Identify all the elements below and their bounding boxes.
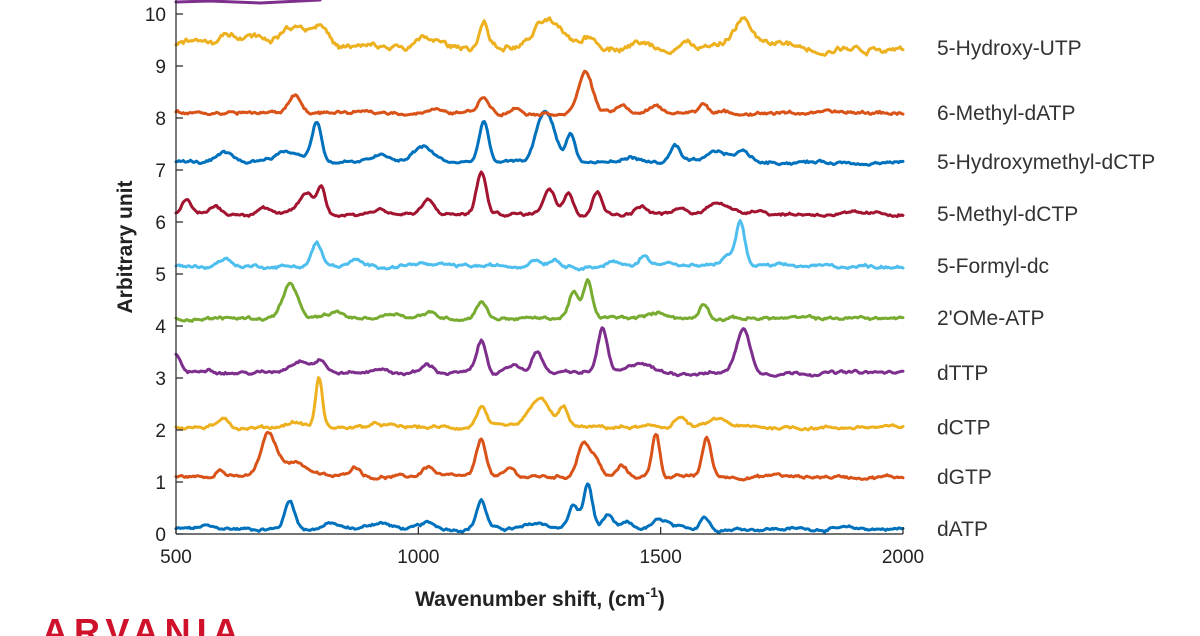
series-line-6-methyl-datp	[174, 69, 905, 118]
series-labels: dATP dGTP dCTP dTTP 2'OMe-ATP 5-Formyl-dc 5-Me…	[937, 37, 1155, 541]
series-line-5-hydroxy-utp	[174, 16, 905, 57]
y-tick-label: 5	[155, 265, 166, 286]
clipped-top-series	[174, 0, 322, 5]
series-label-dgtp: dGTP	[937, 466, 992, 489]
series-line-clipped-top	[174, 0, 322, 5]
series-line-5-methyl-dctp	[174, 170, 905, 219]
y-tick-label: 7	[155, 161, 166, 182]
series-label-5-hydroxymethyl-dctp: 5-Hydroxymethyl-dCTP	[937, 151, 1155, 174]
x-tick-label: 2000	[882, 547, 924, 568]
x-axis-title: Wavenumber shift, (cm-1)	[415, 584, 665, 611]
y-tick-label: 3	[155, 369, 166, 390]
series-label-5-hydroxy-utp: 5-Hydroxy-UTP	[937, 37, 1082, 60]
series-line-5-hydroxymethyl-dctp	[174, 109, 905, 167]
y-tick-label: 9	[155, 57, 166, 78]
series-label-datp: dATP	[937, 518, 988, 541]
axes	[175, 0, 903, 535]
series-line-2-ome-atp	[174, 278, 905, 323]
y-axis-title: Arbitrary unit	[114, 180, 137, 313]
y-tick-label: 1	[155, 473, 166, 494]
x-axis-title-main: Wavenumber shift, (cm	[415, 588, 645, 611]
y-tick-label: 0	[155, 525, 166, 546]
series-label-dttp: dTTP	[937, 362, 988, 385]
series-line-dctp	[174, 376, 905, 432]
y-tick-label: 2	[155, 421, 166, 442]
series-label-5-formyl-dc: 5-Formyl-dc	[937, 255, 1049, 278]
ticks: 0 1 2 3 4 5 6 7 8 9 10 500 1000 1500 2000	[145, 5, 924, 568]
svg-text:ARVANIA: ARVANIA	[42, 614, 245, 636]
x-axis-title-superscript: -1	[645, 584, 658, 600]
x-tick-label: 500	[160, 547, 192, 568]
y-tick-label: 6	[155, 213, 166, 234]
y-tick-label: 8	[155, 109, 166, 130]
x-axis-title-suffix: )	[658, 588, 665, 611]
series-line-datp	[174, 482, 905, 534]
series-label-dctp: dCTP	[937, 416, 991, 439]
x-tick-label: 1500	[640, 547, 682, 568]
y-tick-label: 4	[155, 317, 166, 338]
brand-logo-icon: ARVANIA	[42, 614, 245, 636]
x-tick-label: 1000	[397, 547, 439, 568]
series-label-5-methyl-dctp: 5-Methyl-dCTP	[937, 203, 1078, 226]
brand-logo-fragment: ARVANIA	[42, 614, 362, 636]
series-layer	[174, 16, 905, 534]
series-line-dgtp	[174, 430, 905, 482]
series-label-6-methyl-datp: 6-Methyl-dATP	[937, 102, 1075, 125]
y-tick-label: 10	[145, 5, 166, 26]
series-line-dttp	[174, 326, 905, 378]
series-label-2-ome-atp: 2'OMe-ATP	[937, 307, 1044, 330]
series-line-5-formyl-dc	[174, 219, 905, 272]
